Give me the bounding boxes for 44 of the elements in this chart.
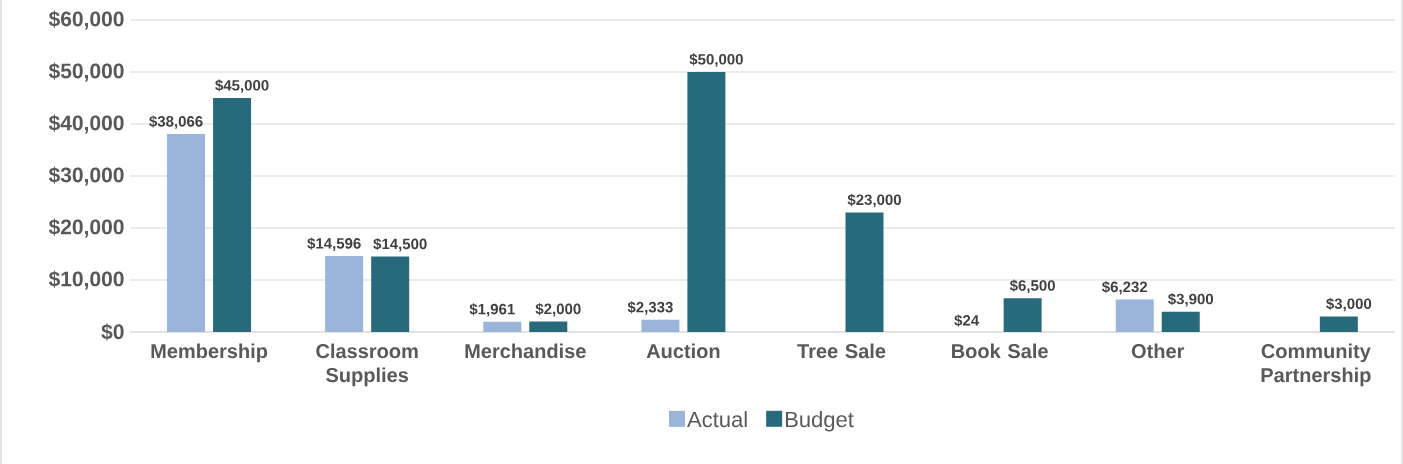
x-tick-label: Other [1131, 343, 1185, 359]
x-tick-label: Tree Sale [797, 343, 886, 359]
bar [325, 256, 364, 332]
data-label: $24 [954, 314, 980, 327]
data-label: $3,000 [1326, 297, 1372, 312]
data-label: $1,961 [469, 303, 515, 317]
bar [1003, 298, 1042, 332]
y-tick-label: $0 [101, 323, 124, 341]
bar [1161, 311, 1200, 332]
y-tick-label: $20,000 [48, 218, 124, 238]
bar [213, 98, 252, 332]
y-tick-label: $40,000 [48, 114, 124, 134]
data-label: $6,232 [1102, 280, 1148, 295]
data-label: $23,000 [847, 193, 901, 208]
data-label: $14,500 [373, 237, 427, 252]
y-tick-label: $10,000 [48, 270, 124, 290]
bar [371, 256, 410, 332]
x-tick-label: Book Sale [952, 343, 1048, 359]
legend-label: Budget [785, 411, 854, 432]
x-tick-label: Auction [646, 343, 720, 359]
data-label: $6,500 [1009, 279, 1055, 293]
x-tick-label: Membership [151, 343, 268, 363]
x-tick-label: Classroom Supplies [316, 343, 418, 387]
bar [483, 321, 522, 332]
x-tick-label: Community Partnership [1261, 343, 1371, 387]
data-label: $2,000 [535, 302, 581, 317]
bar [529, 321, 568, 332]
data-label: $45,000 [215, 79, 269, 93]
bar [641, 319, 680, 332]
data-label: $3,900 [1168, 293, 1214, 307]
bar [1115, 299, 1154, 332]
data-label: $50,000 [689, 53, 743, 67]
bar [845, 212, 884, 332]
y-tick-label: $50,000 [48, 62, 124, 82]
data-label: $38,066 [149, 115, 203, 129]
data-label: $14,596 [307, 237, 361, 251]
y-tick-label: $30,000 [48, 166, 124, 186]
data-label: $2,333 [627, 301, 673, 315]
legend-label: Actual [687, 411, 747, 428]
bar [1319, 316, 1358, 332]
y-tick-label: $60,000 [48, 10, 124, 30]
x-tick-label: Merchandise [465, 343, 586, 359]
bar [687, 72, 726, 332]
bar [167, 134, 206, 332]
